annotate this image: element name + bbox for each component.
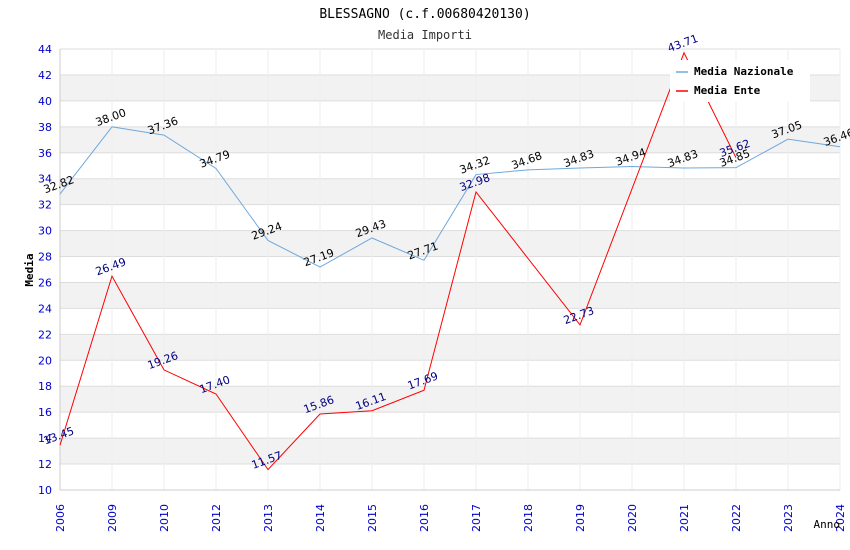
x-tick-label: 2023 <box>782 504 795 532</box>
plot-band <box>60 282 840 309</box>
x-axis-ticks: 2006 2009 2010 2012 2013 2014 2015 2016 2017 2018… <box>54 504 847 532</box>
y-tick-label: 30 <box>38 225 52 238</box>
y-tick-label: 26 <box>38 276 52 289</box>
y-axis-ticks: 10 12 14 16 18 20 22 24 26 28 30 32 34 36 38 40 42 44 <box>38 43 52 497</box>
x-tick-label: 2019 <box>574 504 587 532</box>
x-tick-label: 2015 <box>366 504 379 532</box>
plot-band <box>60 256 840 283</box>
plot-band <box>60 178 840 205</box>
chart-subtitle: Media Importi <box>378 28 472 42</box>
plot-band <box>60 464 840 490</box>
y-tick-label: 34 <box>38 173 52 186</box>
y-tick-label: 40 <box>38 95 52 108</box>
y-tick-label: 18 <box>38 380 52 393</box>
plot-band <box>60 152 840 179</box>
plot-band <box>60 230 840 257</box>
y-tick-label: 28 <box>38 251 52 264</box>
x-tick-label: 2010 <box>158 504 171 532</box>
series-line-media-nazionale <box>59 126 841 268</box>
y-tick-label: 20 <box>38 354 52 367</box>
y-tick-label: 42 <box>38 69 52 82</box>
plot-bands <box>60 49 840 490</box>
x-tick-label: 2014 <box>314 504 327 532</box>
legend-label-media-ente: Media Ente <box>694 84 761 97</box>
legend: Media Nazionale Media Ente <box>670 60 810 102</box>
plot-band <box>60 386 840 413</box>
y-tick-label: 14 <box>38 432 52 445</box>
plot-band <box>60 360 840 387</box>
x-tick-label: 2022 <box>730 504 743 532</box>
y-tick-label: 10 <box>38 484 52 497</box>
plot-band <box>60 308 840 335</box>
plot-band <box>60 126 840 153</box>
y-tick-label: 38 <box>38 121 52 134</box>
y-tick-label: 16 <box>38 406 52 419</box>
x-tick-label: 2017 <box>470 504 483 532</box>
x-tick-label: 2020 <box>626 504 639 532</box>
plot-band <box>60 412 840 439</box>
y-tick-label: 32 <box>38 199 52 212</box>
series-line-media-ente <box>59 51 737 471</box>
plot-band <box>60 334 840 361</box>
y-tick-label: 22 <box>38 328 52 341</box>
x-axis-label: Anno <box>814 518 841 531</box>
legend-label-media-nazionale: Media Nazionale <box>694 65 794 78</box>
x-tick-label: 2018 <box>522 504 535 532</box>
x-tick-label: 2024 <box>834 504 847 532</box>
plot-band <box>60 438 840 465</box>
x-tick-label: 2006 <box>54 504 67 532</box>
y-tick-label: 36 <box>38 147 52 160</box>
chart-title: BLESSAGNO (c.f.00680420130) <box>319 7 530 22</box>
y-tick-label: 12 <box>38 458 52 471</box>
x-tick-label: 2012 <box>210 504 223 532</box>
x-tick-label: 2021 <box>678 504 691 532</box>
legend-box <box>670 60 810 102</box>
x-tick-label: 2009 <box>106 504 119 532</box>
x-tick-label: 2016 <box>418 504 431 532</box>
y-tick-label: 44 <box>38 43 52 56</box>
y-tick-label: 24 <box>38 302 52 315</box>
y-axis-label: Media <box>23 253 36 286</box>
x-tick-label: 2013 <box>262 504 275 532</box>
